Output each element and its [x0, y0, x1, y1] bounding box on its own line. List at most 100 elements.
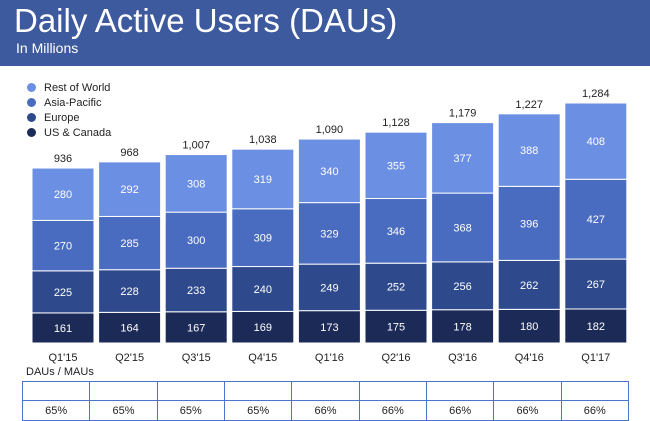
table-cell: [493, 381, 562, 401]
bar-value-label: 240: [254, 284, 272, 296]
legend-swatch-icon: [27, 113, 36, 122]
bar-segment-europe: [297, 263, 361, 312]
ratio-value-cell: 65%: [21, 400, 91, 421]
bar-segment-rest-of-world: [564, 102, 628, 180]
bar-segment-asia-pacific: [497, 185, 561, 261]
legend-label: Europe: [44, 111, 80, 124]
dau-mau-label: DAUs / MAUs: [26, 366, 94, 378]
bar-total-label: 1,007: [182, 140, 210, 152]
bar-value-label: 300: [187, 235, 205, 247]
x-tick-label: Q1'16: [315, 352, 344, 364]
bar-value-label: 169: [254, 322, 272, 334]
bar-segment-europe: [564, 258, 628, 310]
bar-total-label: 1,128: [382, 117, 410, 129]
bar-segment-rest-of-world: [31, 167, 95, 221]
bar-total-label: 1,227: [515, 99, 543, 111]
table-cell: [425, 381, 495, 401]
ratio-value-cell: 65%: [223, 400, 293, 421]
table-cell: [89, 381, 158, 401]
bar-value-label: 164: [120, 323, 138, 335]
bar-segment-asia-pacific: [164, 211, 228, 269]
ratio-value-cell: 66%: [291, 400, 360, 421]
bar-value-label: 175: [387, 322, 405, 334]
bar-value-label: 256: [453, 281, 471, 293]
bar-value-label: 377: [453, 153, 471, 165]
legend-item-rest-of-world: Rest of World: [27, 80, 111, 95]
bar-segment-rest-of-world: [164, 154, 228, 213]
table-cell: [223, 381, 293, 401]
x-tick-label: Q4'15: [248, 352, 277, 364]
bar-segment-rest-of-world: [364, 131, 428, 200]
bar-value-label: 408: [587, 136, 605, 148]
x-tick-label: Q3'15: [182, 352, 211, 364]
ratio-value-cell: 66%: [425, 400, 495, 421]
header-banner: Daily Active Users (DAUs) In Millions: [0, 0, 650, 66]
bar-value-label: 252: [387, 282, 405, 294]
bar-value-label: 280: [54, 189, 72, 201]
ratio-value-cell: 65%: [156, 400, 225, 421]
bar-value-label: 249: [320, 282, 338, 294]
bar-value-label: 329: [320, 228, 338, 240]
bar-segment-us-canada: [497, 308, 561, 344]
legend-item-us-canada: US & Canada: [27, 125, 111, 140]
bar-segment-asia-pacific: [364, 198, 428, 264]
x-tick-label: Q4'16: [515, 352, 544, 364]
bar-segment-europe: [231, 266, 295, 312]
bar-segment-rest-of-world: [297, 138, 361, 204]
legend-swatch-icon: [27, 128, 36, 137]
bar-value-label: 267: [587, 279, 605, 291]
ratio-value-cell: 66%: [358, 400, 427, 421]
bar-segment-asia-pacific: [297, 202, 361, 265]
bar-segment-rest-of-world: [497, 113, 561, 187]
legend-swatch-icon: [27, 83, 36, 92]
bar-segment-us-canada: [231, 310, 295, 344]
bar-value-label: 346: [387, 226, 405, 238]
x-tick-label: Q3'16: [448, 352, 477, 364]
x-tick-label: Q1'17: [581, 352, 610, 364]
bar-segment-europe: [98, 269, 162, 313]
chart-legend: Rest of World Asia-Pacific Europe US & C…: [27, 80, 111, 140]
bar-segment-us-canada: [297, 310, 361, 344]
bar-segment-asia-pacific: [98, 215, 162, 271]
bar-segment-europe: [364, 262, 428, 311]
bar-total-label: 1,038: [249, 134, 277, 146]
bar-segment-us-canada: [164, 311, 228, 344]
bar-total-label: 936: [54, 153, 72, 165]
bar-value-label: 388: [520, 145, 538, 157]
bar-value-label: 233: [187, 285, 205, 297]
table-cell: [560, 381, 630, 401]
bar-segment-europe: [31, 270, 95, 314]
table-cell: [358, 381, 427, 401]
x-tick-label: Q1'15: [48, 352, 77, 364]
bar-value-label: 270: [54, 241, 72, 253]
bar-value-label: 262: [520, 280, 538, 292]
ratio-value-cell: 66%: [493, 400, 562, 421]
bar-value-label: 228: [120, 286, 138, 298]
bar-segment-us-canada: [564, 308, 628, 344]
bar-value-label: 182: [587, 321, 605, 333]
bar-segment-asia-pacific: [564, 178, 628, 260]
bar-segment-rest-of-world: [431, 122, 495, 194]
bar-value-label: 309: [254, 233, 272, 245]
bar-total-label: 1,090: [316, 124, 344, 136]
bar-value-label: 355: [387, 160, 405, 172]
bar-total-label: 1,284: [582, 88, 610, 100]
bar-value-label: 427: [587, 214, 605, 226]
bar-segment-europe: [431, 261, 495, 311]
bar-value-label: 308: [187, 178, 205, 190]
bar-value-label: 340: [320, 166, 338, 178]
legend-label: Asia-Pacific: [44, 96, 102, 109]
ratio-table-blank-row: [21, 381, 630, 401]
bar-segment-asia-pacific: [431, 192, 495, 263]
legend-swatch-icon: [27, 98, 36, 107]
bar-value-label: 225: [54, 287, 72, 299]
bar-value-label: 167: [187, 322, 205, 334]
bar-value-label: 173: [320, 322, 338, 334]
x-tick-label: Q2'16: [381, 352, 410, 364]
table-cell: [156, 381, 225, 401]
bar-value-label: 319: [254, 174, 272, 186]
page-subtitle: In Millions: [16, 40, 79, 56]
bar-segment-asia-pacific: [231, 208, 295, 268]
legend-item-europe: Europe: [27, 110, 111, 125]
bar-value-label: 178: [453, 321, 471, 333]
